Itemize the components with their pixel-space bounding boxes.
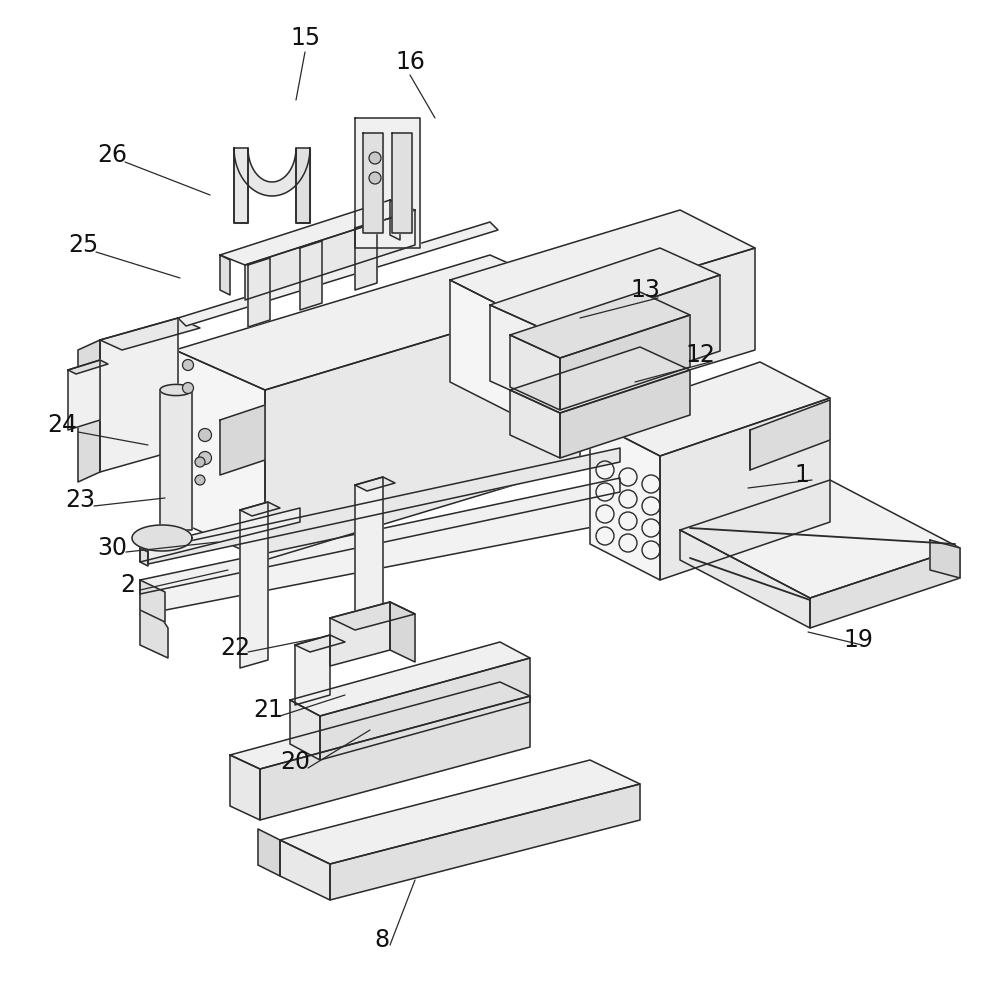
Polygon shape [260,696,530,820]
Polygon shape [363,133,383,233]
Polygon shape [330,602,390,666]
Polygon shape [330,784,640,900]
Polygon shape [220,200,415,265]
Polygon shape [490,248,720,332]
Polygon shape [78,340,100,482]
Text: 16: 16 [395,50,425,74]
Polygon shape [280,760,640,864]
Polygon shape [810,548,960,628]
Polygon shape [355,477,383,648]
Polygon shape [248,258,270,327]
Polygon shape [258,829,280,876]
Text: 15: 15 [290,26,320,50]
Polygon shape [68,360,100,430]
Polygon shape [550,275,720,408]
Circle shape [183,359,194,371]
Polygon shape [560,370,690,458]
Polygon shape [680,530,810,628]
Text: 22: 22 [220,636,250,660]
Polygon shape [230,755,260,820]
Polygon shape [525,248,755,420]
Polygon shape [100,318,200,350]
Polygon shape [392,133,412,233]
Polygon shape [178,222,498,326]
Polygon shape [930,540,960,578]
Polygon shape [234,148,310,223]
Polygon shape [355,118,420,248]
Polygon shape [220,405,265,475]
Polygon shape [590,362,830,456]
Polygon shape [390,602,415,662]
Text: 1: 1 [795,463,809,487]
Polygon shape [320,658,530,760]
Polygon shape [230,682,530,769]
Polygon shape [295,635,345,652]
Circle shape [195,457,205,467]
Text: 8: 8 [374,928,390,952]
Polygon shape [330,602,415,630]
Polygon shape [132,525,192,551]
Polygon shape [390,200,400,240]
Polygon shape [680,480,960,598]
Text: 12: 12 [685,343,715,367]
Text: 26: 26 [97,143,127,167]
Polygon shape [175,255,580,390]
Polygon shape [240,502,268,668]
Polygon shape [140,585,168,658]
Polygon shape [560,315,690,410]
Text: 21: 21 [253,698,283,722]
Polygon shape [140,508,300,562]
Polygon shape [510,335,560,410]
Polygon shape [296,148,310,223]
Text: 20: 20 [280,750,310,774]
Polygon shape [300,241,322,310]
Polygon shape [590,420,660,580]
Polygon shape [290,642,530,716]
Polygon shape [355,477,395,491]
Circle shape [183,383,194,394]
Polygon shape [140,580,165,622]
Polygon shape [140,480,870,615]
Polygon shape [510,390,560,458]
Polygon shape [240,502,280,516]
Text: 19: 19 [843,628,873,652]
Circle shape [199,428,212,441]
Polygon shape [140,548,148,566]
Polygon shape [68,360,108,374]
Circle shape [199,452,212,465]
Circle shape [369,152,381,164]
Polygon shape [175,350,265,560]
Circle shape [369,172,381,184]
Polygon shape [160,390,192,530]
Polygon shape [148,448,620,564]
Text: 25: 25 [68,233,98,257]
Polygon shape [490,305,550,408]
Polygon shape [660,398,830,580]
Polygon shape [234,148,248,223]
Polygon shape [100,318,178,472]
Polygon shape [280,840,330,900]
Polygon shape [265,295,580,560]
Polygon shape [160,385,192,396]
Polygon shape [290,700,320,760]
Polygon shape [140,478,620,594]
Polygon shape [355,221,377,290]
Text: 23: 23 [65,488,95,512]
Circle shape [195,475,205,485]
Polygon shape [220,255,230,295]
Polygon shape [750,400,830,470]
Polygon shape [295,635,330,705]
Text: 24: 24 [47,413,77,437]
Polygon shape [450,280,525,420]
Polygon shape [510,292,690,358]
Text: 13: 13 [630,278,660,302]
Polygon shape [450,210,755,318]
Polygon shape [510,347,690,413]
Polygon shape [245,210,415,300]
Text: 30: 30 [97,536,127,560]
Text: 2: 2 [121,573,136,597]
